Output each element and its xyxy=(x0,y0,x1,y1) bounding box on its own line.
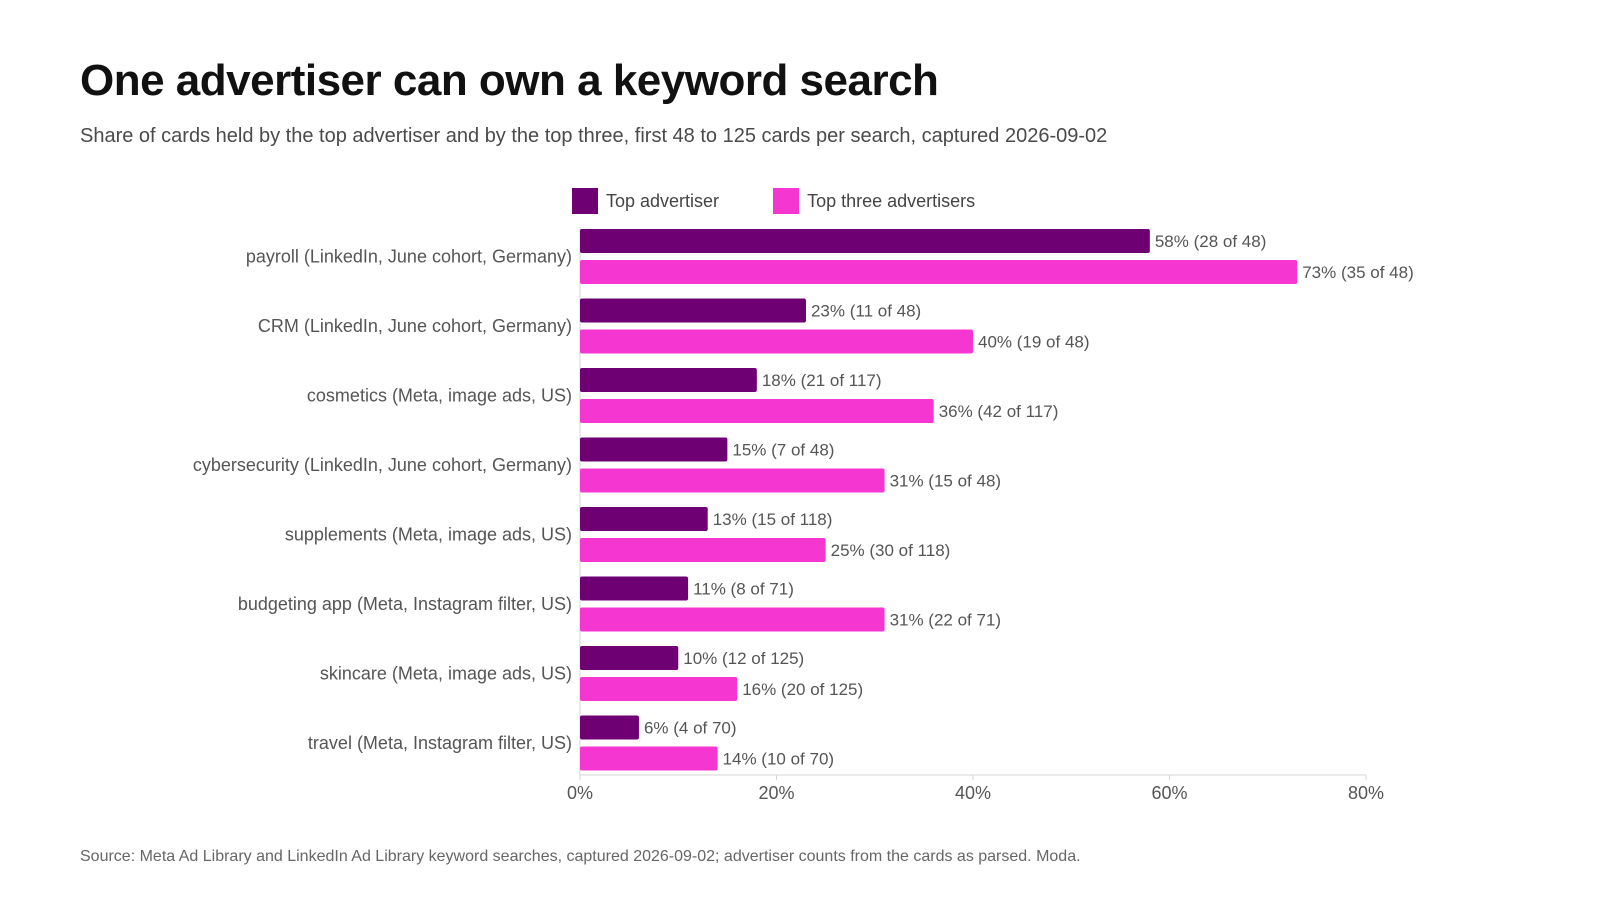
chart-subtitle: Share of cards held by the top advertise… xyxy=(80,125,1108,147)
bar-top-three xyxy=(580,607,885,632)
legend-label-top-three: Top three advertisers xyxy=(807,190,976,211)
bar-top-advertiser xyxy=(580,229,1150,253)
legend-label-top-advertiser: Top advertiser xyxy=(606,190,720,211)
x-tick-label: 20% xyxy=(758,783,794,803)
value-label-top-three: 31% (15 of 48) xyxy=(890,472,1002,491)
bar-top-advertiser xyxy=(580,368,757,392)
bar-top-three xyxy=(580,329,973,354)
value-label-top-three: 36% (42 of 117) xyxy=(939,402,1059,421)
value-label-top-three: 14% (10 of 70) xyxy=(723,750,835,769)
category-label: skincare (Meta, image ads, US) xyxy=(320,664,572,684)
bar-top-three xyxy=(580,746,718,771)
x-tick-label: 80% xyxy=(1348,783,1384,803)
bar-top-advertiser xyxy=(580,576,689,601)
bar-top-advertiser xyxy=(580,437,728,462)
value-label-top-advertiser: 15% (7 of 48) xyxy=(732,441,834,460)
value-label-top-three: 73% (35 of 48) xyxy=(1302,263,1414,282)
value-label-top-advertiser: 6% (4 of 70) xyxy=(644,719,737,738)
legend-item-top-three: Top three advertisers xyxy=(773,188,975,214)
category-label: cosmetics (Meta, image ads, US) xyxy=(307,386,572,406)
value-label-top-three: 25% (30 of 118) xyxy=(831,541,951,560)
value-label-top-advertiser: 13% (15 of 118) xyxy=(713,510,833,529)
chart-title: One advertiser can own a keyword search xyxy=(80,56,939,105)
value-label-top-three: 40% (19 of 48) xyxy=(978,333,1090,352)
legend-swatch-top-advertiser xyxy=(572,188,598,214)
category-label: CRM (LinkedIn, June cohort, Germany) xyxy=(258,316,572,336)
value-label-top-advertiser: 11% (8 of 71) xyxy=(693,580,794,599)
category-label: budgeting app (Meta, Instagram filter, U… xyxy=(238,594,572,614)
bar-top-three xyxy=(580,260,1298,284)
value-label-top-three: 31% (22 of 71) xyxy=(890,611,1002,630)
bar-top-advertiser xyxy=(580,646,679,670)
x-tick-label: 40% xyxy=(955,783,991,803)
value-label-top-advertiser: 18% (21 of 117) xyxy=(762,371,882,390)
value-label-top-three: 16% (20 of 125) xyxy=(742,680,863,699)
value-label-top-advertiser: 58% (28 of 48) xyxy=(1155,232,1267,251)
x-tick-label: 60% xyxy=(1151,783,1187,803)
bar-top-advertiser xyxy=(580,507,708,531)
category-label: cybersecurity (LinkedIn, June cohort, Ge… xyxy=(193,455,572,475)
value-label-top-advertiser: 23% (11 of 48) xyxy=(811,302,921,321)
bar-top-three xyxy=(580,677,738,701)
x-tick-label: 0% xyxy=(567,783,593,803)
category-label: travel (Meta, Instagram filter, US) xyxy=(308,733,572,753)
value-label-top-advertiser: 10% (12 of 125) xyxy=(683,649,804,668)
category-label: supplements (Meta, image ads, US) xyxy=(285,525,572,545)
bar-top-advertiser xyxy=(580,715,639,740)
bar-chart: payroll (LinkedIn, June cohort, Germany)… xyxy=(193,227,1414,803)
bar-top-advertiser xyxy=(580,298,806,323)
legend-item-top-advertiser: Top advertiser xyxy=(572,188,719,214)
legend: Top advertiser Top three advertisers xyxy=(572,188,1029,214)
bar-top-three xyxy=(580,399,934,423)
category-label: payroll (LinkedIn, June cohort, Germany) xyxy=(246,247,572,267)
bar-top-three xyxy=(580,538,826,562)
legend-swatch-top-three xyxy=(773,188,800,214)
source-note: Source: Meta Ad Library and LinkedIn Ad … xyxy=(80,848,1081,865)
bar-top-three xyxy=(580,468,885,493)
